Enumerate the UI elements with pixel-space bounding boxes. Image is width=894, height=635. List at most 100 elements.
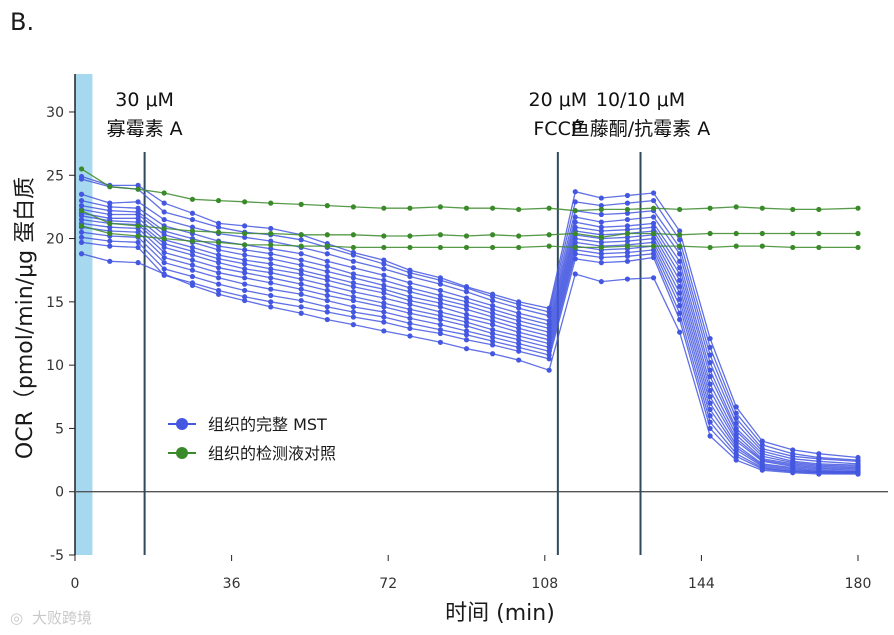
data-point — [161, 209, 167, 215]
x-tick-label: 180 — [845, 576, 872, 592]
data-point — [350, 322, 356, 328]
data-point — [490, 334, 496, 340]
data-point — [407, 297, 413, 304]
x-tick-label: 72 — [379, 576, 397, 592]
data-point — [463, 233, 470, 239]
data-point — [572, 189, 578, 195]
data-point — [490, 297, 496, 304]
data-point — [598, 254, 604, 261]
data-point — [350, 232, 356, 238]
data-point — [381, 277, 387, 283]
data-point — [598, 228, 604, 234]
data-point — [189, 196, 196, 202]
data-point — [677, 206, 683, 213]
data-point — [324, 203, 330, 209]
data-point — [298, 310, 304, 316]
data-point — [624, 234, 631, 240]
data-point — [516, 305, 522, 311]
data-point — [381, 309, 387, 315]
data-point — [242, 281, 248, 287]
data-point — [324, 273, 330, 280]
data-point — [381, 257, 387, 263]
data-point — [381, 295, 387, 301]
data-point — [324, 258, 330, 264]
data-point — [516, 348, 522, 354]
data-point — [268, 256, 274, 262]
data-point — [546, 356, 552, 362]
data-point — [381, 244, 387, 251]
series-line — [81, 193, 859, 462]
data-point — [189, 257, 196, 263]
data-point — [707, 230, 713, 237]
data-point — [350, 304, 356, 310]
data-point — [598, 278, 604, 285]
data-point — [78, 197, 85, 204]
data-point — [324, 292, 330, 299]
data-point — [490, 306, 496, 313]
series-line — [81, 175, 859, 459]
data-point — [324, 282, 330, 288]
data-point — [677, 316, 683, 323]
data-point — [324, 297, 330, 304]
control-series — [78, 223, 861, 251]
data-point — [268, 266, 274, 272]
data-point — [816, 451, 822, 457]
data-point — [107, 220, 113, 226]
data-point — [407, 306, 413, 313]
data-point — [215, 287, 222, 294]
data-point — [242, 266, 248, 272]
y-tick-label: 25 — [46, 168, 64, 184]
data-point — [790, 244, 796, 251]
y-axis-title: OCR（pmol/min/μg 蛋白质 — [13, 177, 38, 459]
data-point — [215, 247, 222, 253]
data-point — [350, 275, 356, 281]
data-point — [268, 230, 274, 237]
data-point — [135, 233, 141, 239]
data-point — [677, 290, 683, 296]
data-point — [135, 223, 141, 229]
data-point — [215, 224, 222, 230]
data-point — [677, 329, 683, 335]
data-point — [624, 249, 631, 256]
injection-compound-label: FCCP — [533, 118, 582, 140]
data-point — [298, 291, 304, 297]
data-point — [268, 246, 274, 252]
data-point — [350, 265, 356, 271]
data-point — [816, 471, 822, 477]
data-point — [242, 287, 248, 294]
data-point — [242, 252, 248, 258]
data-point — [516, 322, 522, 328]
data-point — [135, 182, 141, 188]
data-point — [350, 280, 356, 286]
data-point — [350, 297, 356, 304]
data-point — [790, 447, 796, 453]
data-point — [78, 208, 85, 214]
x-axis-title: 时间 (min) — [445, 601, 555, 626]
data-point — [107, 224, 113, 230]
data-point — [463, 311, 470, 318]
data-point — [677, 303, 683, 309]
data-point — [677, 251, 683, 257]
data-point — [381, 266, 387, 272]
data-point — [463, 332, 470, 338]
data-point — [242, 294, 248, 300]
data-point — [350, 252, 356, 258]
data-point — [624, 210, 631, 216]
data-point — [677, 265, 683, 271]
data-point — [268, 242, 274, 248]
data-point — [161, 244, 167, 251]
data-point — [298, 297, 304, 304]
data-point — [437, 313, 443, 319]
data-point — [161, 225, 167, 232]
y-tick-label: 30 — [46, 105, 64, 121]
data-point — [324, 287, 330, 294]
data-point — [437, 339, 443, 345]
y-tick-label: -5 — [50, 548, 64, 564]
data-point — [407, 205, 413, 211]
data-point — [298, 304, 304, 310]
intact-mst-series — [78, 206, 861, 469]
data-point — [268, 304, 274, 310]
data-point — [463, 299, 470, 305]
data-point — [437, 244, 443, 251]
data-point — [598, 224, 604, 230]
